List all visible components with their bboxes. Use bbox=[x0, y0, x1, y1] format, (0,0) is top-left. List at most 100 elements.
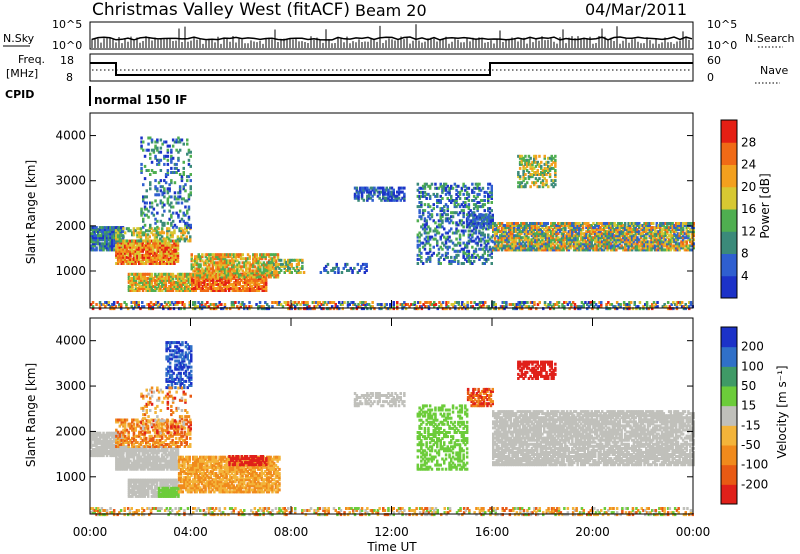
echo-cell bbox=[243, 303, 246, 306]
echo-cell bbox=[202, 271, 206, 275]
echo-cell bbox=[527, 238, 530, 242]
echo-cell bbox=[472, 199, 476, 202]
echo-cell bbox=[222, 261, 225, 265]
echo-cell bbox=[134, 289, 138, 292]
echo-cell bbox=[229, 273, 232, 277]
echo-cell bbox=[550, 248, 553, 252]
echo-cell bbox=[241, 253, 244, 257]
echo-cell bbox=[188, 305, 191, 309]
echo-cell bbox=[248, 301, 251, 304]
echo-cell bbox=[669, 224, 673, 227]
echo-cell bbox=[174, 249, 178, 253]
echo-cell bbox=[483, 249, 486, 253]
echo-cell bbox=[507, 240, 511, 244]
echo-cell bbox=[497, 248, 500, 252]
echo-cell bbox=[540, 166, 543, 170]
echo-cell bbox=[169, 272, 173, 276]
echo-cell bbox=[546, 246, 549, 250]
echo-cell bbox=[146, 251, 150, 255]
echo-cell bbox=[474, 197, 478, 200]
echo-cell bbox=[495, 232, 498, 236]
echo-cell bbox=[645, 224, 648, 227]
echo-cell bbox=[204, 259, 208, 263]
echo-cell bbox=[148, 287, 152, 290]
echo-cell bbox=[118, 237, 122, 241]
echo-cell bbox=[127, 227, 130, 231]
echo-cell bbox=[455, 205, 458, 209]
echo-cell bbox=[138, 278, 141, 282]
echo-cell bbox=[664, 232, 667, 236]
echo-cell bbox=[167, 241, 171, 245]
echo-cell bbox=[257, 265, 260, 269]
echo-cell bbox=[476, 201, 479, 204]
echo-cell bbox=[509, 236, 513, 240]
echo-cell bbox=[90, 228, 93, 232]
echo-cell bbox=[356, 262, 360, 266]
echo-cell bbox=[581, 248, 585, 252]
echo-cell bbox=[184, 280, 187, 284]
echo-cell bbox=[149, 136, 152, 140]
echo-cell bbox=[197, 253, 200, 257]
echo-cell bbox=[579, 228, 583, 232]
echo-cell bbox=[685, 240, 688, 244]
echo-cell bbox=[173, 287, 176, 290]
echo-cell bbox=[192, 259, 195, 263]
echo-cell bbox=[250, 276, 254, 280]
echo-cell bbox=[423, 223, 427, 227]
echo-cell bbox=[102, 232, 105, 236]
echo-cell bbox=[267, 275, 271, 279]
echo-cell bbox=[538, 173, 541, 176]
echo-cell bbox=[366, 198, 369, 202]
echo-cell bbox=[238, 255, 241, 259]
echo-cell bbox=[153, 235, 157, 239]
echo-cell bbox=[578, 222, 581, 225]
echo-cell bbox=[530, 226, 534, 230]
echo-cell bbox=[122, 259, 125, 263]
echo-cell bbox=[171, 274, 175, 278]
echo-cell bbox=[592, 232, 595, 236]
echo-cell bbox=[167, 229, 171, 233]
echo-cell bbox=[674, 222, 678, 225]
echo-cell bbox=[153, 255, 157, 259]
echo-cell bbox=[215, 278, 219, 282]
echo-cell bbox=[674, 242, 678, 246]
echo-cell bbox=[639, 248, 643, 252]
echo-cell bbox=[192, 301, 195, 304]
echo-cell bbox=[169, 253, 173, 257]
echo-cell bbox=[294, 258, 297, 262]
echo-cell bbox=[481, 262, 485, 265]
echo-cell bbox=[509, 234, 513, 238]
echo-cell bbox=[123, 253, 127, 257]
echo-cell bbox=[645, 248, 648, 252]
echo-cell bbox=[520, 238, 523, 242]
echo-cell bbox=[156, 301, 160, 304]
echo-cell bbox=[567, 242, 571, 246]
echo-cell bbox=[232, 273, 236, 277]
echo-cell bbox=[237, 307, 241, 311]
echo-cell bbox=[521, 222, 525, 225]
echo-cell bbox=[259, 275, 262, 279]
echo-cell bbox=[159, 272, 162, 276]
echo-cell bbox=[104, 242, 107, 246]
echo-cell bbox=[462, 233, 465, 237]
echo-cell bbox=[581, 236, 585, 240]
echo-cell bbox=[116, 251, 120, 255]
echo-cell bbox=[220, 265, 223, 269]
echo-cell bbox=[595, 232, 599, 236]
echo-cell bbox=[261, 280, 264, 284]
echo-cell bbox=[448, 199, 451, 202]
echo-cell bbox=[462, 229, 465, 233]
echo-cell bbox=[196, 282, 199, 286]
echo-cell bbox=[252, 275, 255, 279]
echo-cell bbox=[274, 271, 278, 274]
echo-cell bbox=[111, 240, 114, 244]
echo-cell bbox=[145, 249, 148, 253]
echo-cell bbox=[609, 244, 613, 248]
echo-cell bbox=[127, 249, 130, 253]
echo-cell bbox=[500, 226, 504, 230]
echo-cell bbox=[220, 261, 223, 265]
echo-cell bbox=[155, 274, 159, 278]
echo-cell bbox=[267, 263, 271, 267]
echo-cell bbox=[497, 222, 500, 225]
echo-cell bbox=[458, 241, 462, 245]
